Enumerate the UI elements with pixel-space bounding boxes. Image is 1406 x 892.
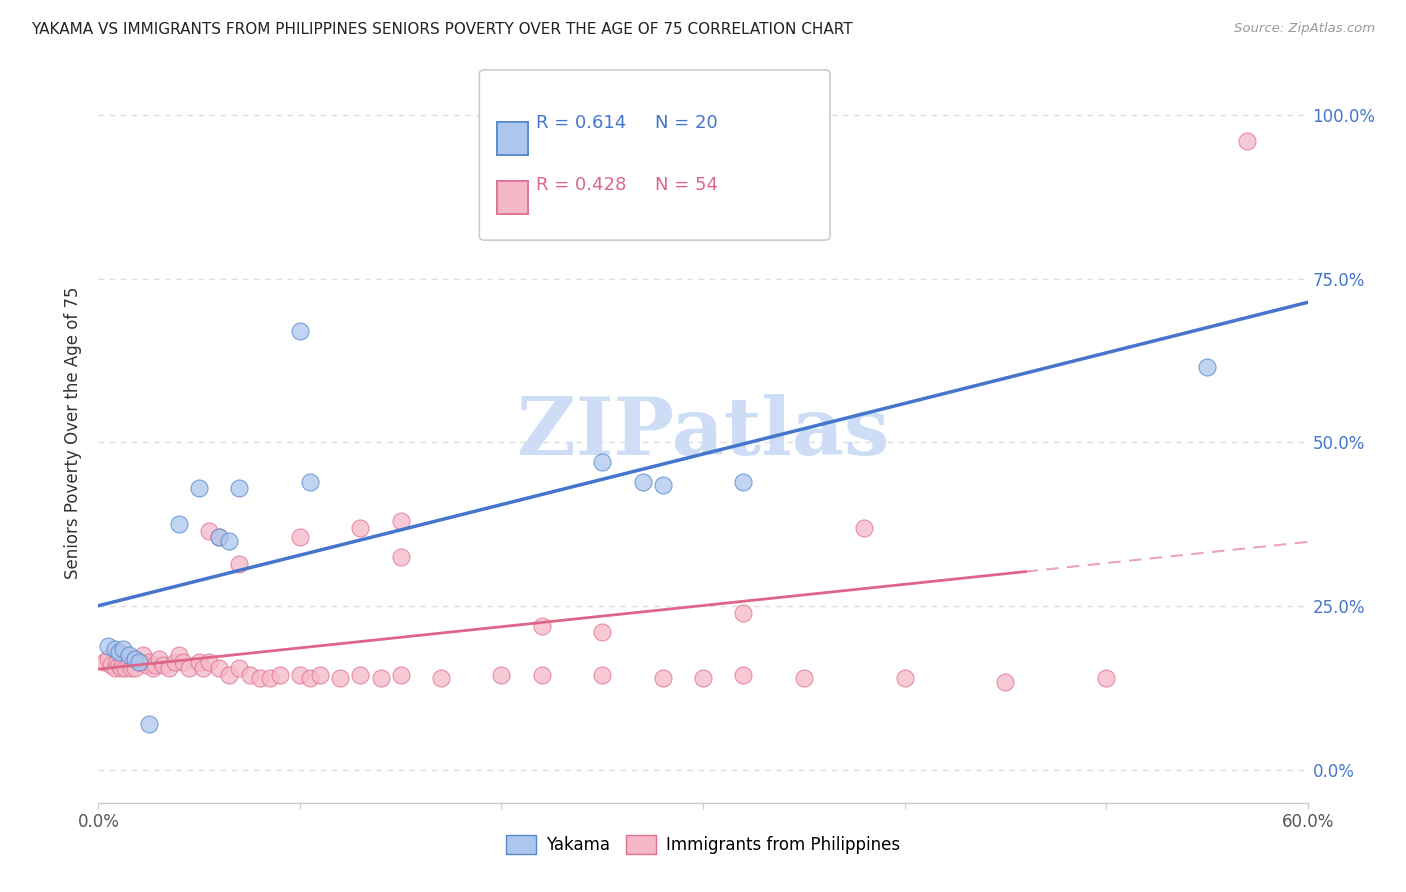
Point bbox=[110, 661, 132, 675]
Point bbox=[228, 557, 250, 571]
Point bbox=[309, 668, 332, 682]
Point bbox=[118, 648, 141, 663]
Point bbox=[288, 324, 311, 338]
Point bbox=[530, 619, 553, 633]
Point bbox=[218, 668, 240, 682]
Point bbox=[259, 671, 281, 685]
Point bbox=[135, 658, 157, 673]
Point bbox=[128, 655, 150, 669]
Point bbox=[193, 661, 215, 675]
Text: N = 20: N = 20 bbox=[655, 114, 717, 132]
Point bbox=[430, 671, 453, 685]
Point bbox=[103, 661, 125, 675]
Text: YAKAMA VS IMMIGRANTS FROM PHILIPPINES SENIORS POVERTY OVER THE AGE OF 75 CORRELA: YAKAMA VS IMMIGRANTS FROM PHILIPPINES SE… bbox=[31, 22, 852, 37]
Point bbox=[105, 655, 128, 669]
Point bbox=[111, 641, 134, 656]
Point bbox=[97, 651, 120, 665]
Point bbox=[269, 668, 291, 682]
Point bbox=[994, 674, 1017, 689]
Point bbox=[239, 668, 262, 682]
Y-axis label: Seniors Poverty Over the Age of 75: Seniors Poverty Over the Age of 75 bbox=[65, 286, 83, 579]
Point bbox=[152, 658, 174, 673]
Point bbox=[299, 475, 322, 489]
Point bbox=[118, 655, 141, 669]
Point bbox=[208, 531, 231, 545]
FancyBboxPatch shape bbox=[498, 181, 527, 214]
Point bbox=[97, 639, 120, 653]
Point bbox=[167, 517, 190, 532]
Point bbox=[329, 671, 352, 685]
Point bbox=[218, 533, 240, 548]
Point bbox=[1195, 360, 1218, 375]
Point bbox=[389, 550, 412, 565]
Point bbox=[349, 668, 371, 682]
Point bbox=[172, 655, 194, 669]
Point bbox=[893, 671, 915, 685]
Point bbox=[208, 531, 231, 545]
Point bbox=[124, 651, 146, 665]
FancyBboxPatch shape bbox=[498, 121, 527, 155]
Text: Source: ZipAtlas.com: Source: ZipAtlas.com bbox=[1234, 22, 1375, 36]
Point bbox=[121, 651, 143, 665]
Point bbox=[167, 648, 190, 663]
Point bbox=[733, 668, 755, 682]
Point bbox=[591, 668, 613, 682]
Point bbox=[228, 661, 250, 675]
Legend: Yakama, Immigrants from Philippines: Yakama, Immigrants from Philippines bbox=[499, 829, 907, 861]
Point bbox=[124, 661, 146, 675]
Point bbox=[103, 641, 125, 656]
Point bbox=[651, 671, 673, 685]
Point bbox=[530, 668, 553, 682]
Point bbox=[132, 648, 155, 663]
Point bbox=[288, 668, 311, 682]
Point bbox=[128, 655, 150, 669]
Point bbox=[349, 521, 371, 535]
Text: R = 0.614: R = 0.614 bbox=[536, 114, 627, 132]
Point bbox=[157, 661, 180, 675]
Text: N = 54: N = 54 bbox=[655, 176, 717, 194]
Point bbox=[107, 645, 129, 659]
FancyBboxPatch shape bbox=[479, 70, 830, 240]
Point bbox=[591, 455, 613, 469]
Point bbox=[591, 625, 613, 640]
Point bbox=[249, 671, 271, 685]
Point bbox=[389, 514, 412, 528]
Point bbox=[208, 661, 231, 675]
Point bbox=[138, 655, 160, 669]
Point bbox=[288, 531, 311, 545]
Text: ZIPatlas: ZIPatlas bbox=[517, 393, 889, 472]
Point bbox=[179, 661, 201, 675]
Point bbox=[111, 655, 134, 669]
Point bbox=[143, 658, 166, 673]
Point bbox=[853, 521, 876, 535]
Point bbox=[138, 717, 160, 731]
Point bbox=[631, 475, 654, 489]
Point bbox=[1095, 671, 1118, 685]
Point bbox=[299, 671, 322, 685]
Point bbox=[114, 661, 136, 675]
Point bbox=[228, 481, 250, 495]
Point bbox=[1236, 134, 1258, 148]
Point bbox=[188, 655, 211, 669]
Point bbox=[93, 655, 115, 669]
Point bbox=[692, 671, 714, 685]
Point bbox=[120, 661, 142, 675]
Point bbox=[733, 606, 755, 620]
Point bbox=[793, 671, 815, 685]
Point bbox=[389, 668, 412, 682]
Point bbox=[163, 655, 186, 669]
Point bbox=[107, 658, 129, 673]
Point bbox=[148, 651, 170, 665]
Text: R = 0.428: R = 0.428 bbox=[536, 176, 627, 194]
Point bbox=[733, 475, 755, 489]
Point bbox=[198, 524, 221, 538]
Point bbox=[198, 655, 221, 669]
Point bbox=[491, 668, 513, 682]
Point bbox=[100, 658, 122, 673]
Point bbox=[142, 661, 165, 675]
Point bbox=[370, 671, 392, 685]
Point bbox=[651, 478, 673, 492]
Point bbox=[188, 481, 211, 495]
